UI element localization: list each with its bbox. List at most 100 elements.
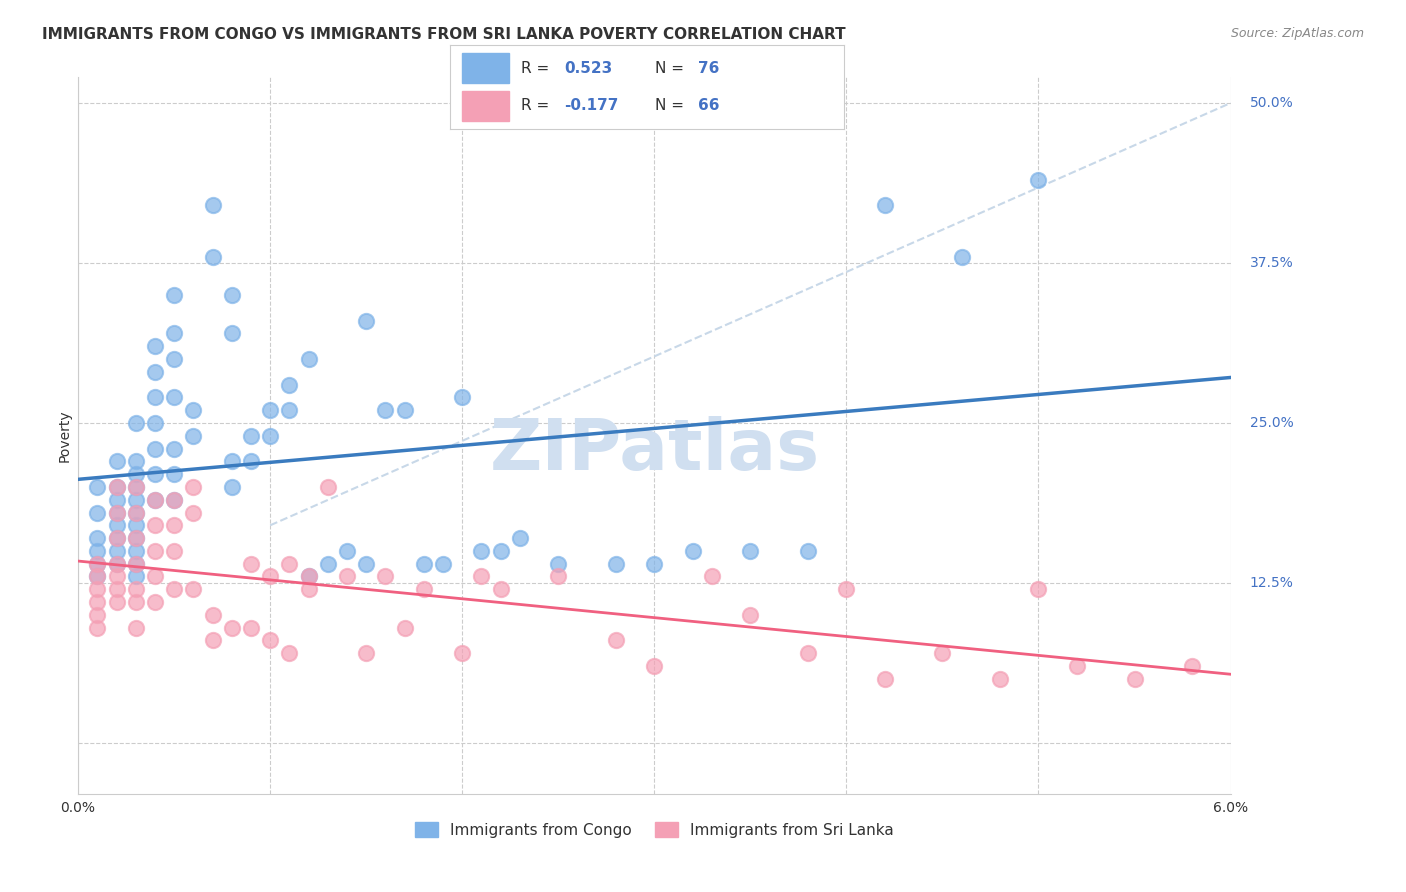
Point bbox=[740, 607, 762, 622]
Point bbox=[183, 506, 205, 520]
Point bbox=[163, 442, 186, 456]
Point bbox=[297, 569, 319, 583]
Point bbox=[354, 313, 377, 327]
Point bbox=[143, 467, 166, 482]
Point bbox=[240, 428, 263, 442]
Text: 12.5%: 12.5% bbox=[1250, 576, 1294, 590]
Point bbox=[316, 557, 339, 571]
Point bbox=[125, 492, 148, 507]
Point bbox=[336, 544, 359, 558]
Point bbox=[201, 633, 224, 648]
Point bbox=[105, 480, 128, 494]
Point bbox=[125, 467, 148, 482]
Point bbox=[278, 377, 301, 392]
Text: 76: 76 bbox=[697, 61, 720, 76]
Point bbox=[105, 518, 128, 533]
Point bbox=[105, 506, 128, 520]
Point bbox=[163, 288, 186, 302]
Point bbox=[125, 531, 148, 545]
Point bbox=[143, 492, 166, 507]
Point bbox=[125, 582, 148, 597]
Point bbox=[125, 569, 148, 583]
Text: R =: R = bbox=[520, 61, 554, 76]
Text: 0.523: 0.523 bbox=[564, 61, 613, 76]
Point bbox=[201, 198, 224, 212]
Point bbox=[259, 403, 281, 417]
Point bbox=[105, 454, 128, 468]
Point bbox=[489, 544, 512, 558]
Point bbox=[105, 531, 128, 545]
Point bbox=[143, 544, 166, 558]
Point bbox=[221, 454, 243, 468]
Text: 50.0%: 50.0% bbox=[1250, 96, 1294, 110]
Bar bbox=[461, 54, 509, 83]
Point bbox=[143, 365, 166, 379]
Point bbox=[163, 544, 186, 558]
Text: -0.177: -0.177 bbox=[564, 98, 619, 113]
Point bbox=[259, 428, 281, 442]
Point bbox=[1123, 672, 1146, 686]
Point bbox=[1066, 659, 1088, 673]
Point bbox=[201, 250, 224, 264]
Point bbox=[451, 390, 474, 404]
Point bbox=[259, 633, 281, 648]
Bar bbox=[461, 91, 509, 120]
Point bbox=[163, 351, 186, 366]
Point bbox=[163, 390, 186, 404]
Point bbox=[125, 544, 148, 558]
Point bbox=[105, 506, 128, 520]
Point bbox=[489, 582, 512, 597]
Point bbox=[86, 569, 108, 583]
Point bbox=[547, 557, 569, 571]
Point bbox=[163, 492, 186, 507]
Point bbox=[835, 582, 858, 597]
Point bbox=[86, 531, 108, 545]
Point bbox=[297, 351, 319, 366]
Point bbox=[105, 557, 128, 571]
Point bbox=[105, 492, 128, 507]
Y-axis label: Poverty: Poverty bbox=[58, 409, 72, 462]
Point bbox=[143, 416, 166, 430]
Point bbox=[125, 480, 148, 494]
Point bbox=[125, 621, 148, 635]
Point bbox=[470, 544, 492, 558]
Point bbox=[700, 569, 723, 583]
Point bbox=[547, 569, 569, 583]
Point bbox=[183, 403, 205, 417]
Point bbox=[643, 659, 665, 673]
Point bbox=[221, 326, 243, 341]
Point bbox=[1181, 659, 1204, 673]
Point bbox=[470, 569, 492, 583]
Point bbox=[394, 621, 416, 635]
Point bbox=[86, 557, 108, 571]
Point bbox=[86, 607, 108, 622]
Point bbox=[221, 480, 243, 494]
Point bbox=[988, 672, 1011, 686]
Point bbox=[278, 557, 301, 571]
Point bbox=[125, 557, 148, 571]
Text: 66: 66 bbox=[697, 98, 720, 113]
Point bbox=[259, 569, 281, 583]
Text: 37.5%: 37.5% bbox=[1250, 256, 1294, 270]
Point bbox=[432, 557, 454, 571]
Point bbox=[240, 557, 263, 571]
Point bbox=[125, 506, 148, 520]
Point bbox=[336, 569, 359, 583]
Point bbox=[125, 454, 148, 468]
Point bbox=[143, 595, 166, 609]
Point bbox=[873, 198, 896, 212]
Point bbox=[163, 467, 186, 482]
Point bbox=[143, 492, 166, 507]
Point bbox=[105, 569, 128, 583]
Point bbox=[125, 480, 148, 494]
Point bbox=[143, 339, 166, 353]
Point bbox=[797, 646, 820, 660]
Point bbox=[643, 557, 665, 571]
Point bbox=[125, 506, 148, 520]
Point bbox=[797, 544, 820, 558]
Point bbox=[86, 595, 108, 609]
Point bbox=[105, 531, 128, 545]
Point bbox=[125, 557, 148, 571]
Point bbox=[221, 288, 243, 302]
Point bbox=[240, 454, 263, 468]
